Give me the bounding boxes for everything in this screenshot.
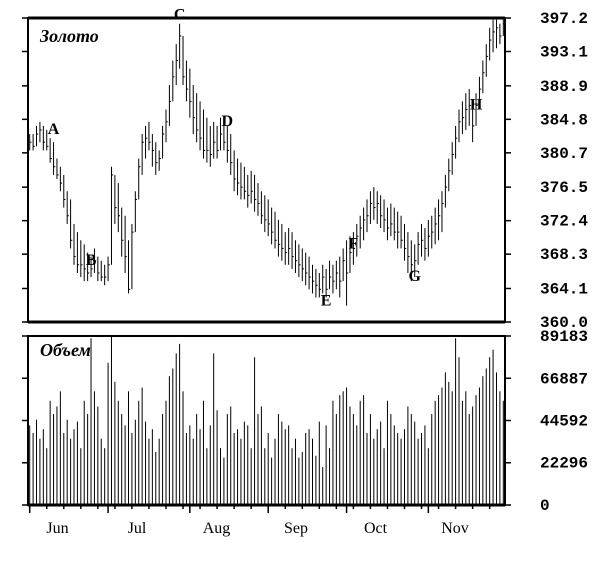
price-y-label: 372.4	[540, 213, 588, 231]
volume-plot-frame	[28, 336, 505, 505]
point-label-f: F	[348, 235, 358, 252]
price-plot-frame	[28, 18, 505, 322]
price-y-label: 368.3	[540, 246, 588, 264]
price-y-label: 388.9	[540, 78, 588, 96]
volume-y-label: 44592	[540, 412, 588, 430]
point-label-c: C	[174, 7, 186, 24]
point-label-b: B	[86, 252, 97, 269]
volume-y-label: 89183	[540, 328, 588, 346]
volume-y-label: 22296	[540, 455, 588, 473]
point-label-h: H	[470, 97, 483, 114]
price-y-label: 376.5	[540, 179, 588, 197]
x-month-label: Aug	[203, 520, 231, 537]
price-y-label: 397.2	[540, 10, 588, 28]
point-label-g: G	[408, 268, 421, 285]
point-label-d: D	[222, 113, 234, 130]
volume-y-label: 66887	[540, 370, 588, 388]
x-month-label: Nov	[441, 520, 469, 537]
x-month-label: Jun	[46, 520, 68, 537]
price-y-label: 364.1	[540, 280, 588, 298]
x-month-label: Jul	[128, 520, 147, 537]
price-title: Золото	[39, 26, 99, 46]
price-y-label: 384.8	[540, 111, 588, 129]
point-label-a: A	[48, 121, 60, 138]
x-month-label: Oct	[364, 520, 388, 537]
volume-y-label: 0	[540, 497, 550, 515]
x-month-label: Sep	[284, 520, 308, 537]
price-y-label: 380.7	[540, 145, 588, 163]
price-y-label: 393.1	[540, 44, 588, 62]
volume-title: Объем	[40, 340, 91, 360]
point-label-e: E	[321, 293, 332, 310]
